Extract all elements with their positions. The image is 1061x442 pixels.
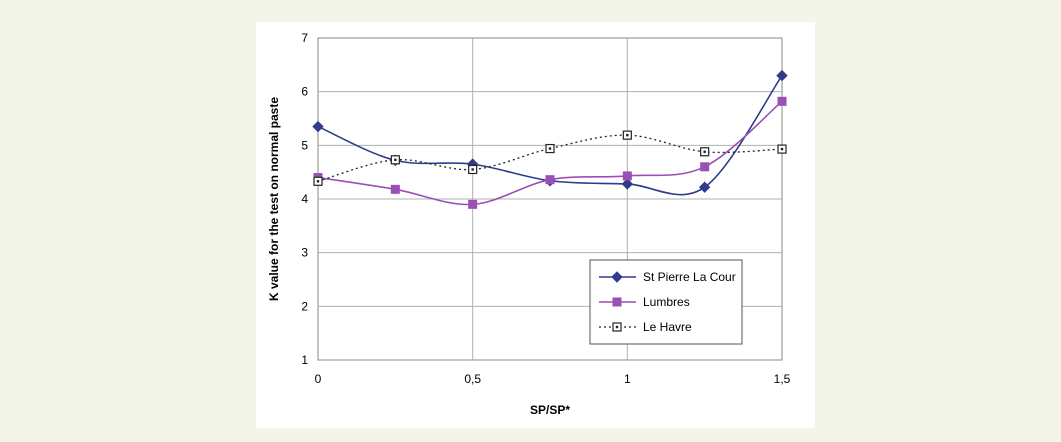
legend-marker [612, 297, 622, 307]
y-tick-label: 4 [301, 192, 308, 206]
data-point [622, 171, 632, 181]
x-tick-label: 1,5 [774, 372, 791, 386]
x-tick-label: 1 [624, 372, 631, 386]
series-layer [312, 69, 788, 209]
legend-label: Lumbres [643, 295, 690, 309]
data-point-dot [394, 158, 397, 162]
data-point [468, 199, 478, 209]
data-point-dot [703, 150, 706, 153]
data-point-dot [548, 147, 552, 150]
x-tick-label: 0 [315, 372, 322, 386]
tick-labels: 1 2 3 4 5 6 7 0 0,5 1 1,5 [301, 31, 790, 386]
y-tick-label: 1 [301, 353, 308, 367]
y-tick-label: 7 [301, 31, 308, 45]
data-point [312, 120, 324, 133]
data-point [621, 178, 634, 190]
legend-label: Le Havre [643, 320, 692, 334]
x-tick-label: 0,5 [464, 372, 481, 386]
data-point [390, 184, 400, 194]
x-axis-title: SP/SP* [530, 403, 570, 417]
legend-item: St Pierre La Cour [599, 270, 736, 284]
series-le-havre [313, 130, 787, 186]
data-point [698, 181, 711, 193]
y-tick-label: 6 [301, 85, 308, 99]
data-point-dot [316, 180, 320, 183]
data-point-dot [626, 133, 629, 137]
y-tick-label: 3 [301, 246, 308, 260]
line-chart: 1 2 3 4 5 6 7 0 0,5 1 1,5 SP/SP* K value for the t… [267, 31, 791, 417]
y-tick-label: 5 [301, 138, 308, 152]
data-point-dot [780, 147, 784, 151]
y-axis-title: K value for the test on normal paste [267, 97, 281, 301]
data-point [776, 69, 788, 82]
y-tick-label: 2 [301, 299, 308, 313]
data-point [777, 96, 787, 106]
legend-label: St Pierre La Cour [643, 270, 736, 284]
legend-marker-dot [615, 325, 619, 329]
legend-item: Le Havre [599, 320, 692, 334]
data-point [700, 162, 710, 172]
figure-panel: 1 2 3 4 5 6 7 0 0,5 1 1,5 SP/SP* K value for the t… [256, 22, 815, 428]
legend: St Pierre La Cour Lumbres Le Havre [589, 259, 743, 345]
data-point [545, 175, 555, 185]
legend-marker [611, 271, 623, 283]
data-point-dot [471, 168, 474, 171]
legend-item: Lumbres [599, 295, 690, 309]
